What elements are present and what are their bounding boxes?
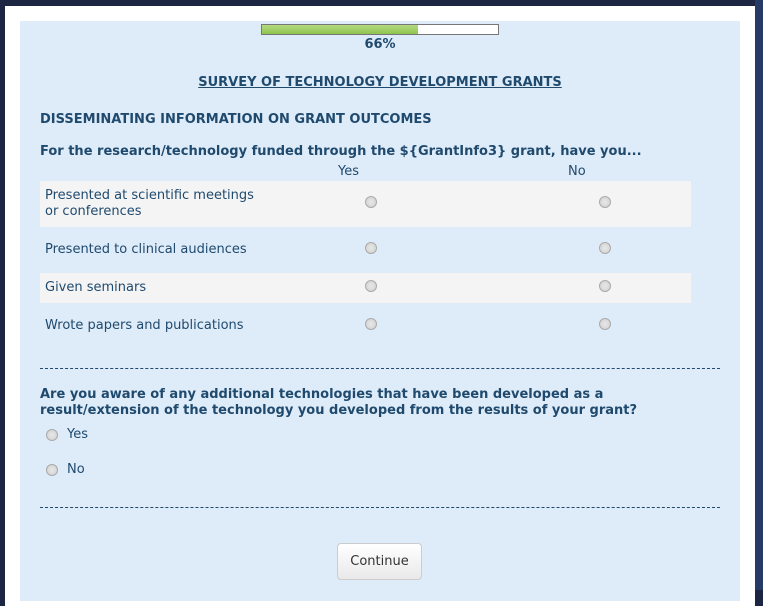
survey-title: SURVEY OF TECHNOLOGY DEVELOPMENT GRANTS: [198, 75, 562, 90]
column-header-no: No: [568, 164, 586, 179]
radio-no[interactable]: [598, 280, 611, 292]
divider: [40, 368, 720, 369]
matrix-table: Presented at scientific meetings or conf…: [40, 181, 691, 349]
survey-panel: 66% SURVEY OF TECHNOLOGY DEVELOPMENT GRA…: [20, 21, 740, 601]
section-heading: DISSEMINATING INFORMATION ON GRANT OUTCO…: [40, 112, 432, 127]
table-row: Wrote papers and publications: [40, 303, 691, 349]
radio-no[interactable]: [598, 318, 611, 330]
table-row: Given seminars: [40, 273, 691, 303]
table-row: Presented to clinical audiences: [40, 227, 691, 273]
progress-fill: [262, 25, 418, 34]
window-edge: [755, 0, 763, 590]
option-no[interactable]: No: [46, 462, 85, 477]
radio-icon[interactable]: [46, 428, 58, 441]
radio-no[interactable]: [598, 196, 611, 208]
row-label: Presented at scientific meetings or conf…: [45, 188, 254, 219]
option-label: No: [67, 462, 85, 477]
option-yes[interactable]: Yes: [46, 427, 88, 442]
row-label: Given seminars: [45, 280, 147, 295]
row-label: Presented to clinical audiences: [45, 242, 247, 257]
radio-icon[interactable]: [46, 463, 58, 476]
progress-label: 66%: [364, 37, 396, 52]
radio-yes[interactable]: [364, 196, 377, 208]
continue-button[interactable]: Continue: [337, 543, 422, 580]
radio-yes[interactable]: [364, 318, 377, 330]
divider: [40, 507, 720, 508]
table-row: Presented at scientific meetings or conf…: [40, 181, 691, 227]
option-label: Yes: [67, 427, 88, 442]
progress-bar: [261, 24, 499, 35]
row-label: Wrote papers and publications: [45, 318, 244, 333]
matrix-question: For the research/technology funded throu…: [40, 144, 642, 159]
radio-yes[interactable]: [364, 242, 377, 254]
column-header-yes: Yes: [338, 164, 359, 179]
additional-tech-question: Are you aware of any additional technolo…: [40, 387, 638, 418]
radio-yes[interactable]: [364, 280, 377, 292]
radio-no[interactable]: [598, 242, 611, 254]
